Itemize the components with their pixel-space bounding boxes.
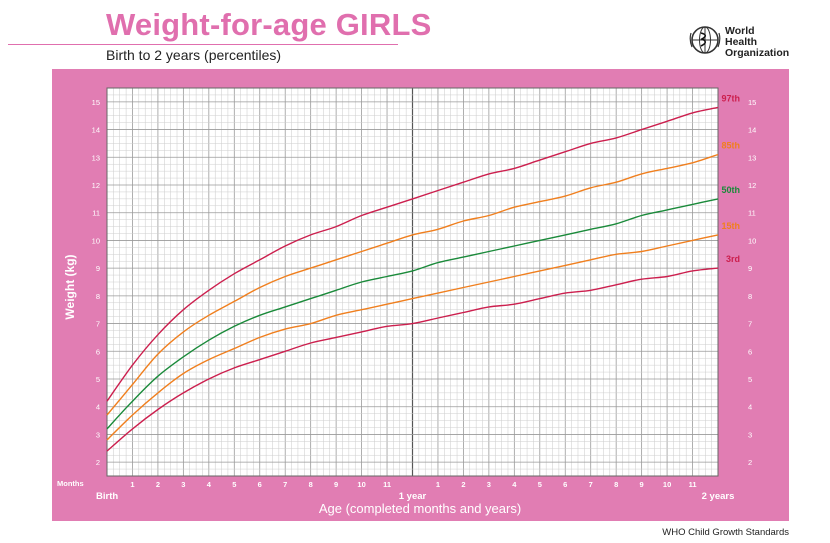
footer-credit: WHO Child Growth Standards xyxy=(662,527,789,538)
y-tick-label-right: 12 xyxy=(748,181,756,190)
series-line-97th xyxy=(106,106,719,402)
y-tick-label-left: 9 xyxy=(96,264,100,273)
x-tick-label: 7 xyxy=(283,480,287,489)
y-tick-label-right: 11 xyxy=(748,209,756,218)
x-tick-label: 2 xyxy=(461,480,465,489)
y-tick-label-left: 11 xyxy=(92,209,100,218)
series-label-3rd: 3rd xyxy=(726,254,740,264)
x-tick-label: 9 xyxy=(640,480,644,489)
y-tick-label-left: 10 xyxy=(92,236,100,245)
x-tick-label: 5 xyxy=(538,480,542,489)
labels: 97th 85th 50th 15th 3rd xyxy=(721,93,740,264)
y-tick-label-right: 3 xyxy=(748,430,752,439)
x-tick-label: 6 xyxy=(563,480,567,489)
y-tick-label-right: 7 xyxy=(748,320,752,329)
x-axis-label: Age (completed months and years) xyxy=(319,501,521,516)
y-tick-label-left: 2 xyxy=(96,458,100,467)
series-line-85th xyxy=(106,153,719,416)
y-tick-label-left: 6 xyxy=(96,347,100,356)
series xyxy=(106,106,719,452)
x-tick-label: 5 xyxy=(232,480,236,489)
y-tick-label-right: 4 xyxy=(748,403,752,412)
y-tick-label-right: 5 xyxy=(748,375,752,384)
x-tick-label: 3 xyxy=(181,480,185,489)
x-tick-label: 10 xyxy=(663,480,671,489)
grid xyxy=(106,87,719,477)
series-label-97th: 97th xyxy=(721,93,740,103)
who-emblem-icon xyxy=(689,26,721,54)
x-tick-label: 10 xyxy=(357,480,365,489)
y-tick-label-right: 9 xyxy=(748,264,752,273)
x-tick-label: 2 xyxy=(156,480,160,489)
y-axis-label: Weight (kg) xyxy=(63,254,77,319)
y-tick-label-right: 8 xyxy=(748,292,752,301)
x-tick-label: 1 xyxy=(436,480,440,489)
y-tick-label-left: 15 xyxy=(92,98,100,107)
y-tick-label-right: 2 xyxy=(748,458,752,467)
y-tick-label-right: 6 xyxy=(748,347,752,356)
x-tick-label: 9 xyxy=(334,480,338,489)
series-label-50th: 50th xyxy=(721,185,740,195)
x-tick-label: Birth xyxy=(96,491,118,502)
y-tick-label-right: 15 xyxy=(748,98,756,107)
page-title: Weight-for-age GIRLS xyxy=(106,7,432,42)
x-tick-label: 8 xyxy=(309,480,313,489)
y-tick-label-left: 7 xyxy=(96,320,100,329)
x-tick-label: 8 xyxy=(614,480,618,489)
x-tick-label: 2 years xyxy=(702,491,735,502)
x-tick-label: 1 year xyxy=(399,491,427,502)
x-tick-label: 6 xyxy=(258,480,262,489)
x-tick-label: 3 xyxy=(487,480,491,489)
logo-line-1: World Health xyxy=(725,25,758,48)
x-tick-label: 4 xyxy=(207,480,212,489)
y-tick-label-right: 13 xyxy=(748,153,756,162)
y-tick-label-left: 4 xyxy=(96,403,100,412)
plot-border xyxy=(106,87,719,477)
page-subtitle: Birth to 2 years (percentiles) xyxy=(106,47,282,63)
series-label-85th: 85th xyxy=(721,141,740,151)
y-tick-label-left: 14 xyxy=(92,126,100,135)
y-tick-label-right: 10 xyxy=(748,236,756,245)
y-tick-label-left: 12 xyxy=(92,181,100,190)
series-line-50th xyxy=(106,198,719,430)
series-label-15th: 15th xyxy=(721,221,740,231)
y-tick-label-left: 13 xyxy=(92,153,100,162)
x-unit-label: Months xyxy=(57,479,84,488)
x-tick-label: 4 xyxy=(512,480,517,489)
title-divider xyxy=(8,44,398,45)
y-tick-label-left: 8 xyxy=(96,292,100,301)
y-tick-label-right: 14 xyxy=(748,126,756,135)
x-tick-label: 11 xyxy=(383,480,391,489)
y-tick-label-left: 5 xyxy=(96,375,100,384)
x-tick-label: 7 xyxy=(589,480,593,489)
logo-line-2: Organization xyxy=(725,47,790,59)
series-line-15th xyxy=(106,234,719,441)
who-logo: World Health Organization xyxy=(689,25,789,59)
y-tick-label-left: 3 xyxy=(96,430,100,439)
x-tick-label: 1 xyxy=(130,480,134,489)
series-line-3rd xyxy=(106,267,719,452)
x-tick-label: 11 xyxy=(689,480,697,489)
who-logo-text: World Health Organization xyxy=(725,26,789,59)
